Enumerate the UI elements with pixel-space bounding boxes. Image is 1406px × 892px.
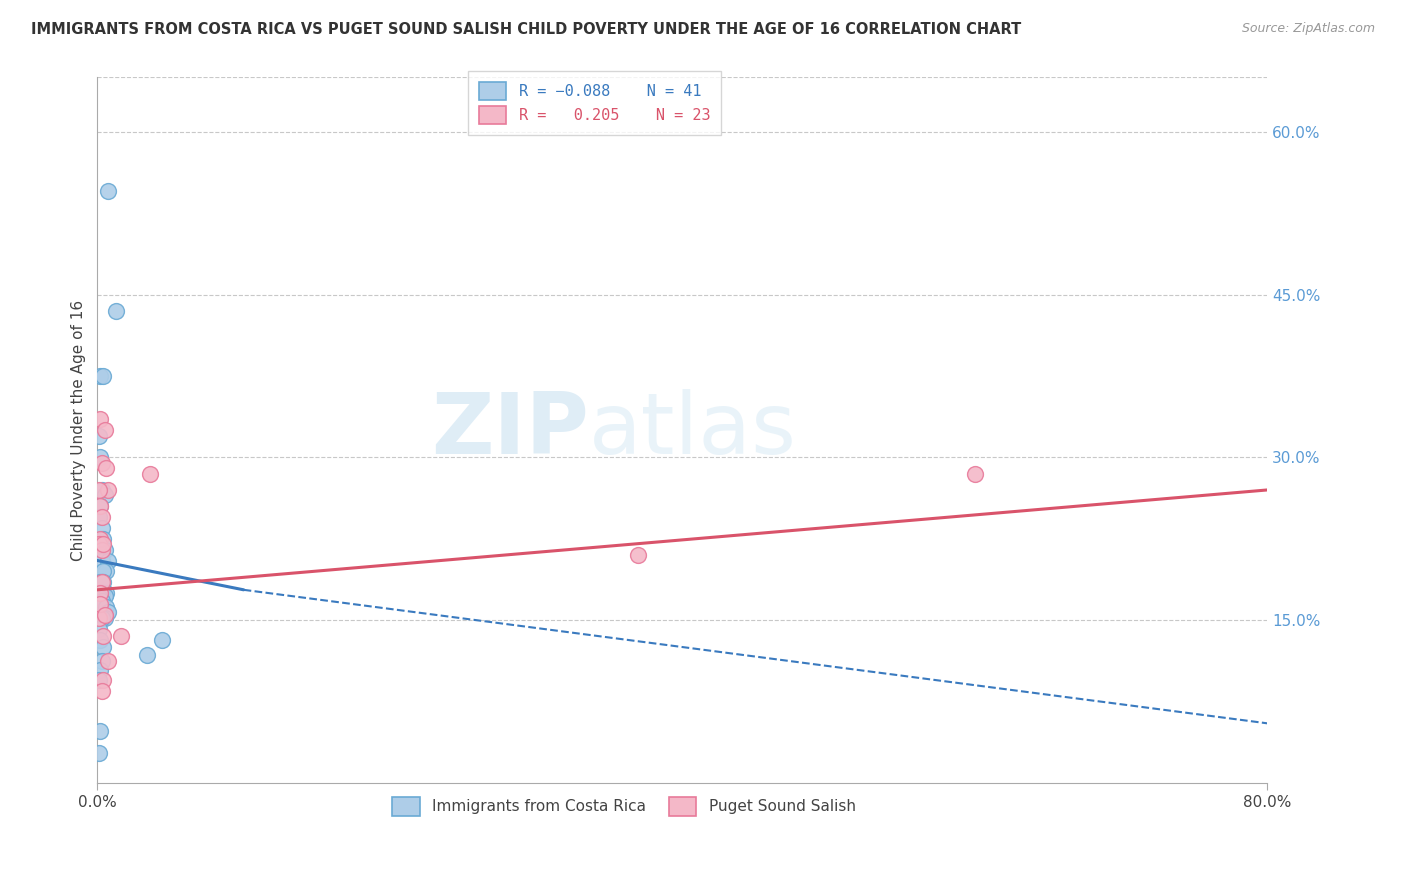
Point (87, 622, 110, 636)
Point (89, 412, 111, 426)
Point (90, 521, 112, 535)
Point (89, 500, 111, 514)
Point (97, 605, 120, 619)
Point (89, 632, 111, 647)
Point (89, 500, 111, 514)
Point (97, 185, 120, 199)
Point (90, 611, 112, 625)
Point (91, 640, 114, 655)
Point (627, 548, 650, 562)
Point (90, 575, 112, 590)
Point (89, 591, 111, 606)
Point (97, 483, 120, 497)
Point (87, 483, 110, 497)
Text: atlas: atlas (589, 389, 797, 472)
Point (89, 663, 111, 677)
Point (87, 510, 110, 524)
Point (93, 607, 115, 622)
Point (94, 600, 117, 615)
Point (90, 593, 112, 607)
Point (963, 467, 986, 481)
Point (91, 532, 114, 546)
Point (139, 467, 162, 481)
Point (105, 303, 128, 318)
Point (110, 630, 132, 644)
Point (91, 537, 114, 551)
Point (150, 632, 173, 647)
Point (91, 565, 114, 579)
Point (93, 590, 115, 604)
Point (87, 611, 110, 625)
Point (89, 450, 111, 465)
Point (136, 648, 159, 662)
Text: Source: ZipAtlas.com: Source: ZipAtlas.com (1241, 22, 1375, 36)
Y-axis label: Child Poverty Under the Age of 16: Child Poverty Under the Age of 16 (72, 300, 86, 561)
Point (87, 597, 110, 611)
Point (89, 575, 111, 590)
Point (94, 565, 117, 579)
Point (93, 542, 115, 557)
Point (90, 655, 112, 669)
Point (94, 586, 117, 600)
Point (90, 575, 112, 590)
Point (93, 611, 115, 625)
Point (93, 423, 115, 437)
Point (91, 368, 114, 383)
Point (89, 542, 111, 557)
Point (89, 723, 111, 738)
Point (97, 655, 120, 669)
Point (90, 586, 112, 600)
Point (87, 673, 110, 687)
Point (89, 532, 111, 546)
Point (89, 597, 111, 611)
Point (89, 368, 111, 383)
Point (91, 575, 114, 590)
Point (90, 683, 112, 698)
Legend: Immigrants from Costa Rica, Puget Sound Salish: Immigrants from Costa Rica, Puget Sound … (382, 788, 865, 825)
Point (89, 586, 111, 600)
Point (90, 456, 112, 470)
Point (90, 510, 112, 524)
Text: IMMIGRANTS FROM COSTA RICA VS PUGET SOUND SALISH CHILD POVERTY UNDER THE AGE OF : IMMIGRANTS FROM COSTA RICA VS PUGET SOUN… (31, 22, 1021, 37)
Point (87, 428, 110, 442)
Point (90, 553, 112, 567)
Point (97, 553, 120, 567)
Point (90, 542, 112, 557)
Point (91, 630, 114, 644)
Point (87, 537, 110, 551)
Point (90, 483, 112, 497)
Point (91, 673, 114, 687)
Text: ZIP: ZIP (432, 389, 589, 472)
Point (93, 488, 115, 502)
Point (94, 461, 117, 475)
Point (87, 746, 110, 760)
